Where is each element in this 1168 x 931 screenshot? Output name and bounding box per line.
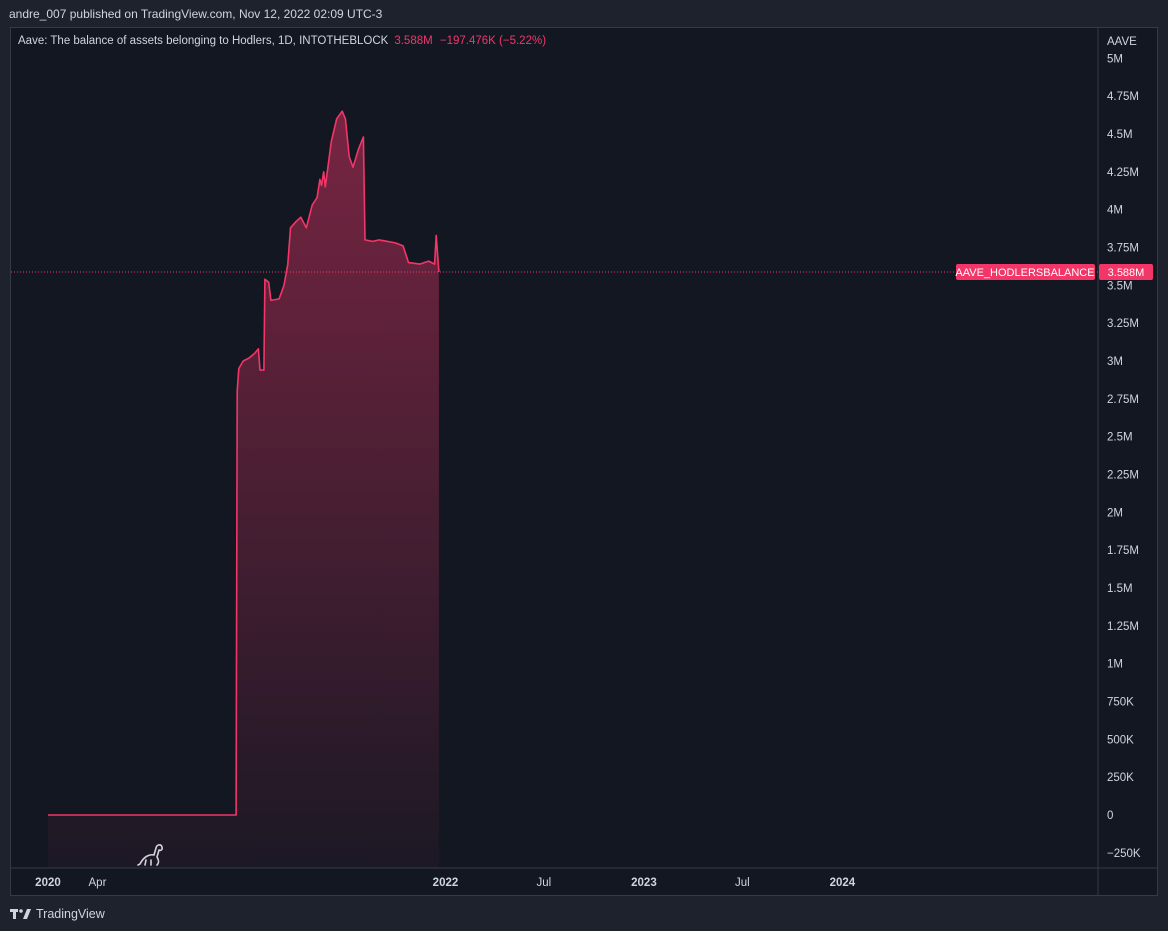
series-legend: Aave: The balance of assets belonging to… xyxy=(18,35,546,47)
y-axis-title: AAVE xyxy=(1107,36,1137,48)
y-tick-label: 750K xyxy=(1107,697,1134,709)
y-tick-label: 2.5M xyxy=(1107,432,1133,444)
footer-brand: TradingView xyxy=(36,907,105,921)
y-tick-label: 4M xyxy=(1107,205,1123,217)
y-tick-label: −250K xyxy=(1107,848,1141,860)
y-tick-label: 250K xyxy=(1107,772,1134,784)
legend-title: Aave: The balance of assets belonging to… xyxy=(18,35,389,47)
x-tick-label: 2024 xyxy=(830,877,856,889)
series-label-text: AAVE_HODLERSBALANCE xyxy=(955,267,1094,279)
x-tick-label: Apr xyxy=(89,877,107,889)
legend-change: −197.476K (−5.22%) xyxy=(439,35,547,47)
y-tick-label: 1M xyxy=(1107,659,1123,671)
last-value-label: 3.588M xyxy=(1108,267,1145,279)
dinosaur-icon xyxy=(137,844,163,866)
x-tick-label: 2022 xyxy=(433,877,459,889)
y-tick-label: 3.75M xyxy=(1107,242,1139,254)
legend-last-value: 3.588M xyxy=(394,35,433,47)
series-line[interactable] xyxy=(48,110,440,816)
y-tick-label: 3.5M xyxy=(1107,280,1133,292)
y-tick-label: 2M xyxy=(1107,507,1123,519)
y-tick-label: 4.5M xyxy=(1107,129,1133,141)
x-tick-label: 2023 xyxy=(631,877,657,889)
y-tick-label: 1.5M xyxy=(1107,583,1133,595)
tradingview-logo-icon xyxy=(10,909,31,919)
published-header: andre_007 published on TradingView.com, … xyxy=(9,7,383,21)
chart-frame xyxy=(10,27,1158,896)
last-value-tag xyxy=(1099,263,1153,280)
y-tick-label: 0 xyxy=(1107,810,1113,822)
y-tick-label: 2.75M xyxy=(1107,394,1139,406)
x-tick-label: Jul xyxy=(735,877,750,889)
y-tick-label: 5M xyxy=(1107,53,1123,65)
y-tick-label: 2.25M xyxy=(1107,469,1139,481)
series-label-tag xyxy=(956,263,1095,280)
y-tick-label: 4.25M xyxy=(1107,167,1139,179)
y-tick-label: 3.25M xyxy=(1107,318,1139,330)
footer: TradingView xyxy=(10,905,105,923)
y-tick-label: 1.25M xyxy=(1107,621,1139,633)
y-tick-label: 3M xyxy=(1107,356,1123,368)
x-tick-label: 2020 xyxy=(35,877,61,889)
y-tick-label: 500K xyxy=(1107,734,1134,746)
y-tick-label: 4.75M xyxy=(1107,91,1139,103)
x-tick-label: Jul xyxy=(537,877,552,889)
y-tick-label: 1.75M xyxy=(1107,545,1139,557)
series-area-fill xyxy=(48,111,439,868)
